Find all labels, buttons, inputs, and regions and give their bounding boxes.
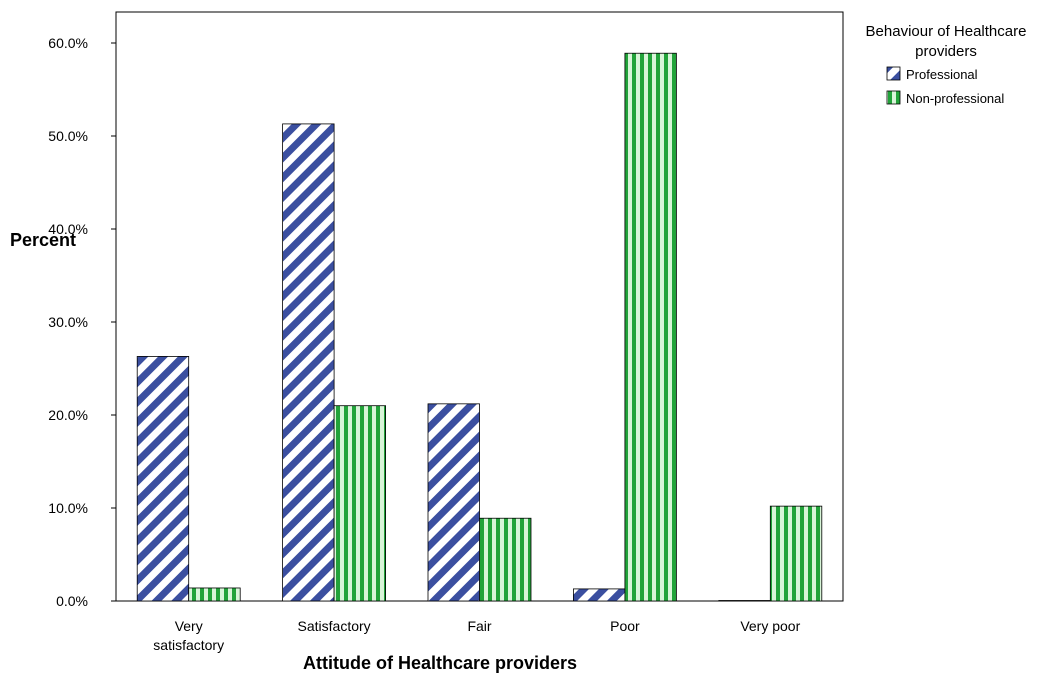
y-tick-label: 40.0%: [48, 221, 88, 237]
x-axis-title: Attitude of Healthcare providers: [303, 653, 577, 673]
y-tick-label: 50.0%: [48, 128, 88, 144]
legend-label-professional: Professional: [906, 67, 978, 82]
bar-non-professional: [479, 517, 532, 602]
bar-professional: [427, 403, 480, 602]
x-tick-label: Very poor: [740, 618, 800, 634]
legend: Behaviour of Healthcare providers Profes…: [866, 23, 1027, 106]
bar-professional: [282, 123, 335, 602]
bar-non-professional: [188, 587, 241, 602]
bar-non-professional: [624, 52, 677, 602]
x-axis: Very satisfactory Satisfactory Fair Poor Very…: [153, 618, 800, 653]
y-tick-label: 30.0%: [48, 314, 88, 330]
y-tick-label: 20.0%: [48, 407, 88, 423]
bar-non-professional: [769, 505, 823, 602]
y-axis: 0.0% 10.0% 20.0% 30.0% 40.0% 50.0% 60.0%: [48, 35, 116, 609]
bars: [136, 52, 823, 602]
legend-swatch-professional: [886, 66, 901, 81]
y-tick-label: 60.0%: [48, 35, 88, 51]
x-tick-label: Very satisfactory: [153, 618, 224, 653]
x-tick-label: Poor: [610, 618, 640, 634]
bar-professional: [718, 600, 771, 602]
legend-title-line-2: providers: [915, 43, 977, 60]
bar-professional: [136, 356, 190, 602]
x-tick-label: Fair: [467, 618, 491, 634]
legend-title-line-1: Behaviour of Healthcare: [866, 23, 1027, 40]
legend-swatch-non-professional: [886, 90, 901, 105]
y-tick-label: 10.0%: [48, 500, 88, 516]
x-tick-label: Satisfactory: [298, 618, 371, 634]
y-axis-title: Percent: [10, 230, 76, 250]
bar-professional: [573, 588, 626, 602]
legend-label-non-professional: Non-professional: [906, 91, 1004, 106]
bar-non-professional: [333, 405, 387, 602]
y-tick-label: 0.0%: [56, 593, 88, 609]
